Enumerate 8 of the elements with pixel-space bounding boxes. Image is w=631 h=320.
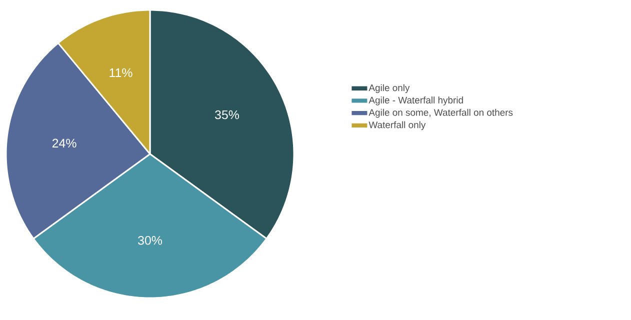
legend-label: Agile on some, Waterfall on others xyxy=(368,108,513,118)
data-label: 30% xyxy=(138,236,162,245)
legend-label: Agile - Waterfall hybrid xyxy=(368,96,463,106)
data-label: 11% xyxy=(110,68,132,78)
legend-label: Waterfall only xyxy=(368,121,426,130)
data-label: 35% xyxy=(214,110,239,120)
data-label: 24% xyxy=(52,138,76,148)
legend-label: Agile only xyxy=(368,84,410,94)
